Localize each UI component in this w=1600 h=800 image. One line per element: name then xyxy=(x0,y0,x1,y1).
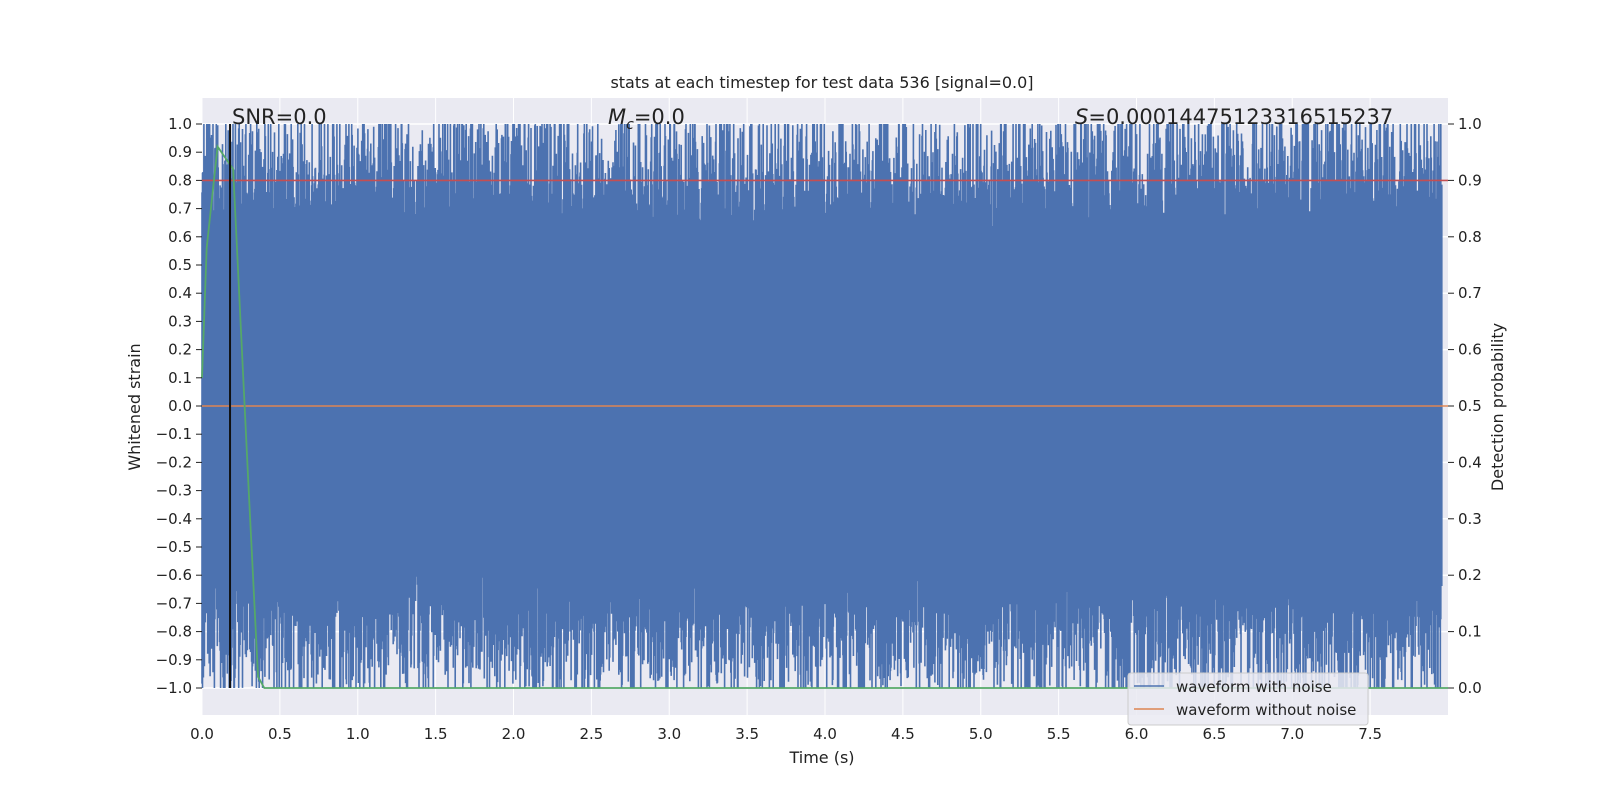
x-tick-label: 1.0 xyxy=(346,725,370,743)
y-tick-label: 0.3 xyxy=(168,312,192,330)
y2-tick-label: 0.1 xyxy=(1458,623,1482,641)
y-tick-label: −0.5 xyxy=(156,538,192,556)
y-tick-label: 0.5 xyxy=(168,256,192,274)
y2-tick-label: 0.4 xyxy=(1458,453,1482,471)
y-tick-label: 0.2 xyxy=(168,341,192,359)
y-tick-label: 0.0 xyxy=(168,397,192,415)
s-annotation: S=0.00014475123316515237 xyxy=(1075,105,1393,129)
x-tick-label: 3.5 xyxy=(735,725,759,743)
y-tick-label: −1.0 xyxy=(156,679,192,697)
y-axis: 1.0 0.9 0.8 0.7 0.6 0.5 0.4 0.3 0.2 0.1 0.0 −0.1 −0.… xyxy=(156,115,202,697)
y2-tick-label: 0.8 xyxy=(1458,228,1482,246)
legend: waveform with noise waveform without noi… xyxy=(1127,672,1369,726)
y2-tick-label: 0.7 xyxy=(1458,284,1482,302)
series-detection-probability xyxy=(201,144,1448,689)
y2-tick-label: 0.5 xyxy=(1458,397,1482,415)
x-tick-label: 6.0 xyxy=(1125,725,1149,743)
y-tick-label: 0.8 xyxy=(168,171,192,189)
x-tick-label: 5.5 xyxy=(1047,725,1071,743)
snr-annotation: SNR=0.0 xyxy=(232,105,327,129)
y-tick-label: −0.2 xyxy=(156,453,192,471)
y-tick-label: −0.8 xyxy=(156,623,192,641)
y2-tick-label: 0.6 xyxy=(1458,341,1482,359)
x-tick-label: 2.0 xyxy=(502,725,526,743)
x-tick-label: 3.0 xyxy=(657,725,681,743)
x-tick-label: 7.0 xyxy=(1280,725,1304,743)
y-tick-label: 0.6 xyxy=(168,228,192,246)
y2-tick-label: 0.9 xyxy=(1458,171,1482,189)
y-tick-label: −0.6 xyxy=(156,566,192,584)
legend-label-noise: waveform with noise xyxy=(1176,678,1332,696)
x-tick-label: 1.5 xyxy=(424,725,448,743)
x-axis-label: Time (s) xyxy=(788,748,854,767)
y-tick-label: −0.3 xyxy=(156,482,192,500)
y2-tick-label: 0.3 xyxy=(1458,510,1482,528)
y-axis-label: Whitened strain xyxy=(125,343,144,470)
y-tick-label: 0.4 xyxy=(168,284,192,302)
chart-title: stats at each timestep for test data 536… xyxy=(610,73,1033,92)
x-tick-label: 4.0 xyxy=(813,725,837,743)
y-tick-label: −0.7 xyxy=(156,594,192,612)
x-tick-label: 0.0 xyxy=(190,725,214,743)
x-tick-label: 4.5 xyxy=(891,725,915,743)
y-tick-label: −0.9 xyxy=(156,651,192,669)
x-tick-label: 7.5 xyxy=(1358,725,1382,743)
x-tick-label: 6.5 xyxy=(1202,725,1226,743)
y-tick-label: 0.9 xyxy=(168,143,192,161)
y-tick-label: 0.1 xyxy=(168,369,192,387)
y2-tick-label: 0.2 xyxy=(1458,566,1482,584)
series-waveform-with-noise xyxy=(201,123,1443,689)
x-axis: 0.0 0.5 1.0 1.5 2.0 2.5 3.0 3.5 4.0 4.5 5.0 5.5 6.0 6… xyxy=(190,725,1382,743)
y-tick-label: 0.7 xyxy=(168,200,192,218)
y-tick-label: −0.1 xyxy=(156,425,192,443)
x-tick-label: 0.5 xyxy=(268,725,292,743)
y-tick-label: 1.0 xyxy=(168,115,192,133)
y2-axis: 1.0 0.9 0.8 0.7 0.6 0.5 0.4 0.3 0.2 0.1 0.0 xyxy=(1448,115,1482,697)
x-tick-label: 2.5 xyxy=(579,725,603,743)
mc-annotation: Mc=0.0 xyxy=(608,105,685,133)
y-tick-label: −0.4 xyxy=(156,510,192,528)
legend-label-clean: waveform without noise xyxy=(1176,701,1356,719)
x-tick-label: 5.0 xyxy=(969,725,993,743)
y2-tick-label: 0.0 xyxy=(1458,679,1482,697)
y2-axis-label: Detection probability xyxy=(1488,323,1507,491)
y2-tick-label: 1.0 xyxy=(1458,115,1482,133)
